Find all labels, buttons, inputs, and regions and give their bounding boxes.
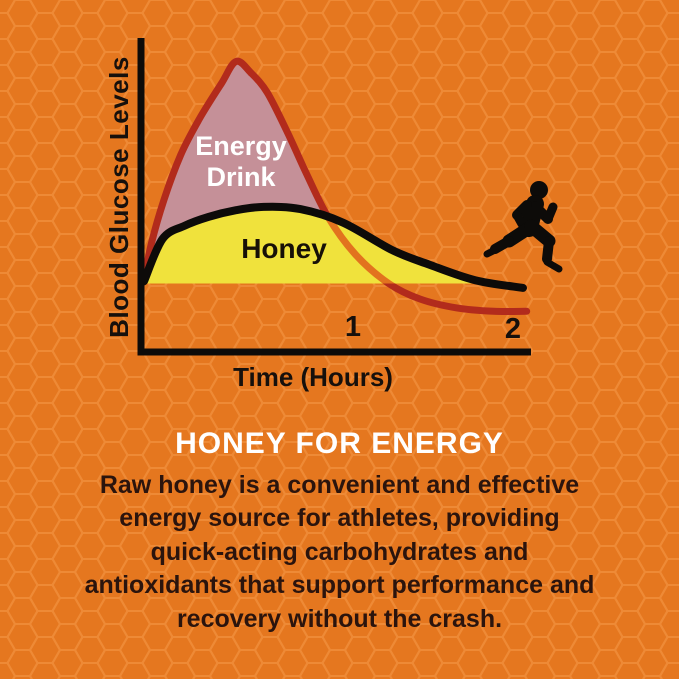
honey-series-label: Honey (241, 233, 327, 264)
runner-icon (483, 181, 563, 273)
honey-curve (140, 202, 527, 292)
energy-drink-curve (140, 57, 531, 316)
headline: HONEY FOR ENERGY (175, 427, 504, 460)
energy-drink-series-label: Energy Drink (195, 131, 287, 192)
caption-line: Raw honey is a convenient and effective (99, 471, 580, 499)
caption-line: energy source for athletes, providing (119, 504, 560, 533)
caption-paragraph: Raw honey is a convenient and effective … (39, 469, 640, 636)
x-axis-label: Time (Hours) (233, 362, 393, 392)
caption-line: recovery without the crash. (176, 604, 503, 633)
x-tick-2: 2 (504, 313, 522, 345)
x-tick-1: 1 (344, 311, 362, 343)
y-axis-label: Blood Glucose Levels (104, 56, 134, 338)
honey-area (144, 206, 496, 284)
caption-line: antioxidants that support performance an… (84, 571, 595, 600)
caption-line: quick-acting carbohydrates and (150, 537, 529, 566)
